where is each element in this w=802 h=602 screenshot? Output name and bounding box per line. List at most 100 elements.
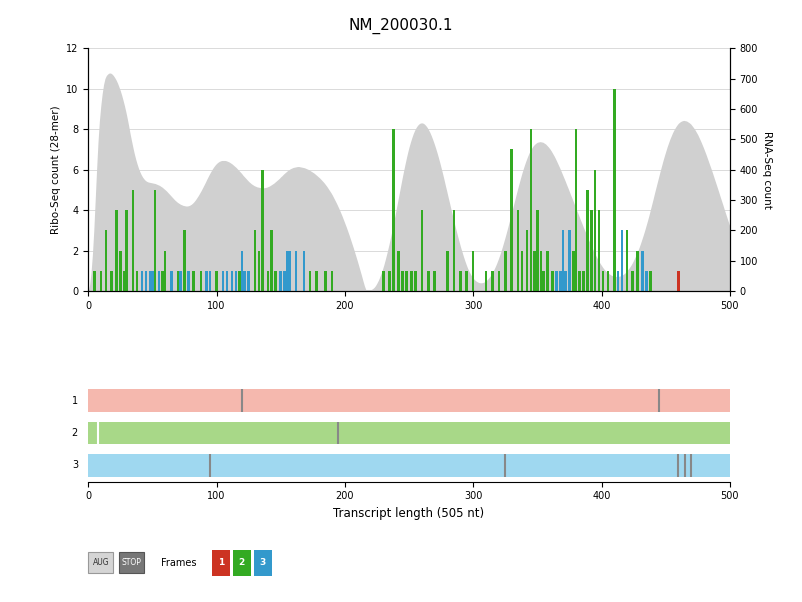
Bar [225,271,228,291]
Text: STOP: STOP [122,559,142,567]
Bar [187,271,189,291]
Bar [398,250,400,291]
Text: NM_200030.1: NM_200030.1 [349,18,453,34]
Bar [144,271,148,291]
FancyBboxPatch shape [88,553,114,573]
Bar [677,271,680,291]
Bar [209,271,212,291]
Text: 3: 3 [72,461,78,470]
Text: AUG: AUG [92,559,109,567]
Bar [105,231,107,291]
Bar [315,271,318,291]
Text: 1: 1 [217,559,224,567]
Bar [631,271,634,291]
Bar [484,271,488,291]
Text: 2: 2 [239,559,245,567]
Bar [274,271,277,291]
Bar [88,422,730,444]
Bar [536,210,539,291]
Bar [621,231,623,291]
Bar [157,271,160,291]
Bar [192,271,195,291]
Bar [602,271,604,291]
Bar [459,271,462,291]
FancyBboxPatch shape [212,550,230,576]
Bar [626,231,629,291]
Bar [411,271,413,291]
Bar [613,88,616,291]
Bar [123,271,125,291]
Bar [154,190,156,291]
Bar [529,129,533,291]
Bar [420,210,423,291]
Bar [88,389,730,412]
Bar [504,250,507,291]
Bar [382,271,385,291]
Bar [533,250,536,291]
Bar [132,190,135,291]
Bar [93,271,96,291]
Bar [526,231,529,291]
Bar [88,454,730,477]
Bar [257,250,260,291]
Bar [465,271,468,291]
Bar [244,271,246,291]
Bar [253,231,257,291]
Bar [520,250,523,291]
Bar [151,271,154,291]
Bar [582,271,585,291]
Bar [593,170,597,291]
Bar [324,271,327,291]
FancyBboxPatch shape [119,553,144,573]
Bar [200,271,202,291]
Bar [510,149,513,291]
Bar [266,271,269,291]
Bar [401,271,404,291]
FancyBboxPatch shape [253,550,272,576]
Bar [617,271,619,291]
Bar [414,271,417,291]
Bar [261,170,264,291]
Bar [136,271,138,291]
Bar [180,271,182,291]
Bar [289,250,291,291]
Bar [115,210,118,291]
Bar [472,250,475,291]
Bar [302,250,305,291]
Bar [241,250,244,291]
Bar [392,129,395,291]
Bar [148,271,151,291]
Bar [497,271,500,291]
Bar [559,271,561,291]
Text: Frames: Frames [161,558,196,568]
Bar [574,129,577,291]
Bar [110,271,112,291]
Bar [552,271,554,291]
Bar [161,271,164,291]
Bar [119,250,122,291]
Bar [642,250,644,291]
Bar [561,231,565,291]
Bar [309,271,311,291]
Bar [540,250,542,291]
Bar [578,271,581,291]
X-axis label: Transcript length (505 nt): Transcript length (505 nt) [334,507,484,520]
Bar [586,190,589,291]
Bar [516,210,520,291]
Bar [205,271,208,291]
Bar [649,271,651,291]
Bar [221,271,225,291]
Bar [446,250,449,291]
Bar [568,231,571,291]
Bar [590,210,593,291]
Bar [279,271,282,291]
Bar [295,250,298,291]
Bar [597,210,600,291]
Bar [645,271,648,291]
Bar [234,271,237,291]
Bar [99,271,103,291]
Bar [555,271,558,291]
Y-axis label: RNA-Seq count: RNA-Seq count [762,131,772,208]
Bar [238,271,241,291]
Bar [286,250,289,291]
